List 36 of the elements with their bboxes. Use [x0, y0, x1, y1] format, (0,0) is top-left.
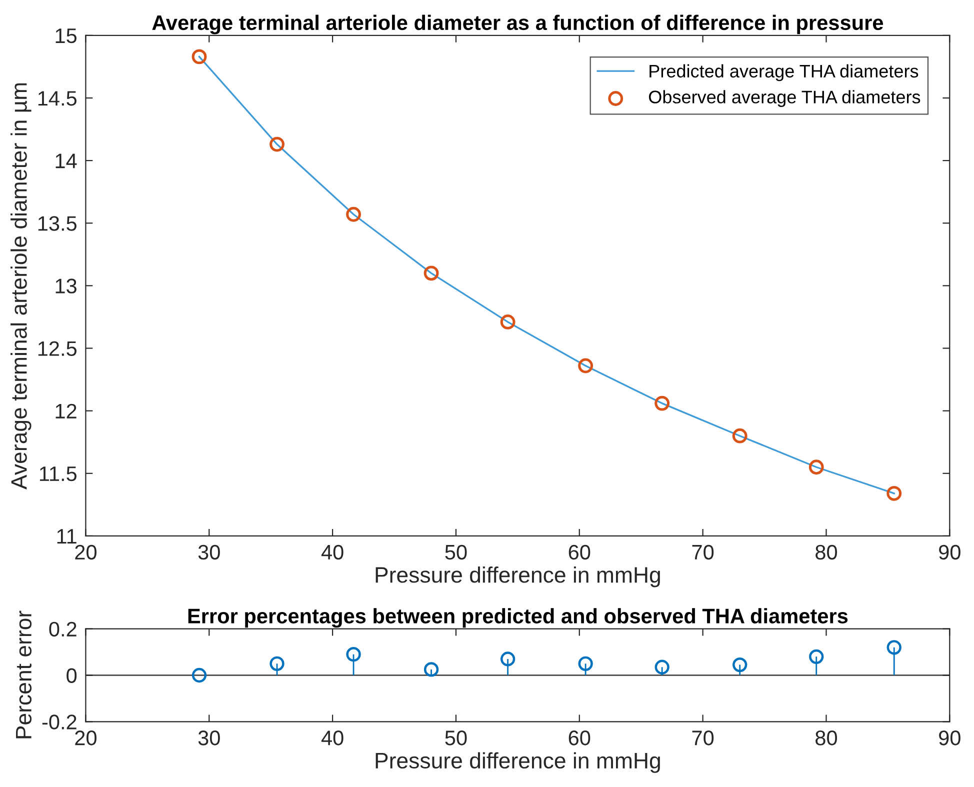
y-tick-label: 12.5 — [38, 341, 77, 356]
chart-title: Average terminal arteriole diameter as a function of difference in pressure — [152, 14, 884, 34]
x-tick-label: 90 — [939, 544, 960, 560]
y-tick-label: 12 — [56, 404, 76, 418]
y-tick-label: 0 — [66, 668, 77, 683]
y-tick-label: 13.5 — [38, 216, 77, 231]
x-tick-label: 80 — [816, 544, 838, 560]
x-tick-label: 30 — [198, 544, 220, 560]
x-tick-label: 40 — [321, 544, 344, 560]
y-tick-label: 13 — [56, 278, 76, 294]
x-tick-label: 50 — [445, 544, 467, 560]
y-axis-title: Average terminal arteriole diameter in µm — [10, 83, 32, 490]
x-tick-label: 30 — [198, 730, 220, 746]
x-tick-label: 70 — [692, 730, 714, 746]
y-tick-label: 11.5 — [40, 466, 77, 482]
y-tick-label: 14.5 — [38, 91, 77, 106]
x-tick-label: 80 — [816, 730, 838, 746]
y-tick-label: -0.2 — [42, 714, 76, 730]
y-axis-title: Percent error — [16, 610, 32, 738]
x-axis-title: Pressure difference in mmHg — [376, 566, 660, 588]
legend-label: Predicted average THA diameters — [650, 64, 918, 82]
chart-title: Error percentages between predicted and observed THA diameters — [188, 608, 848, 628]
x-tick-label: 60 — [568, 544, 590, 560]
x-tick-label: 60 — [568, 730, 590, 746]
x-tick-label: 70 — [692, 544, 714, 560]
legend-label: Observed average THA diameters — [648, 90, 920, 107]
y-tick-label: 0.2 — [49, 622, 76, 637]
x-axis-title: Pressure difference in mmHg — [376, 752, 660, 773]
y-tick-label: 15 — [56, 28, 77, 44]
x-tick-label: 50 — [445, 730, 467, 746]
x-tick-label: 20 — [75, 730, 96, 746]
x-tick-label: 40 — [321, 730, 344, 746]
y-tick-label: 11 — [57, 529, 76, 544]
y-tick-label: 14 — [56, 154, 77, 168]
x-tick-label: 20 — [75, 544, 96, 560]
x-tick-label: 90 — [939, 730, 960, 746]
